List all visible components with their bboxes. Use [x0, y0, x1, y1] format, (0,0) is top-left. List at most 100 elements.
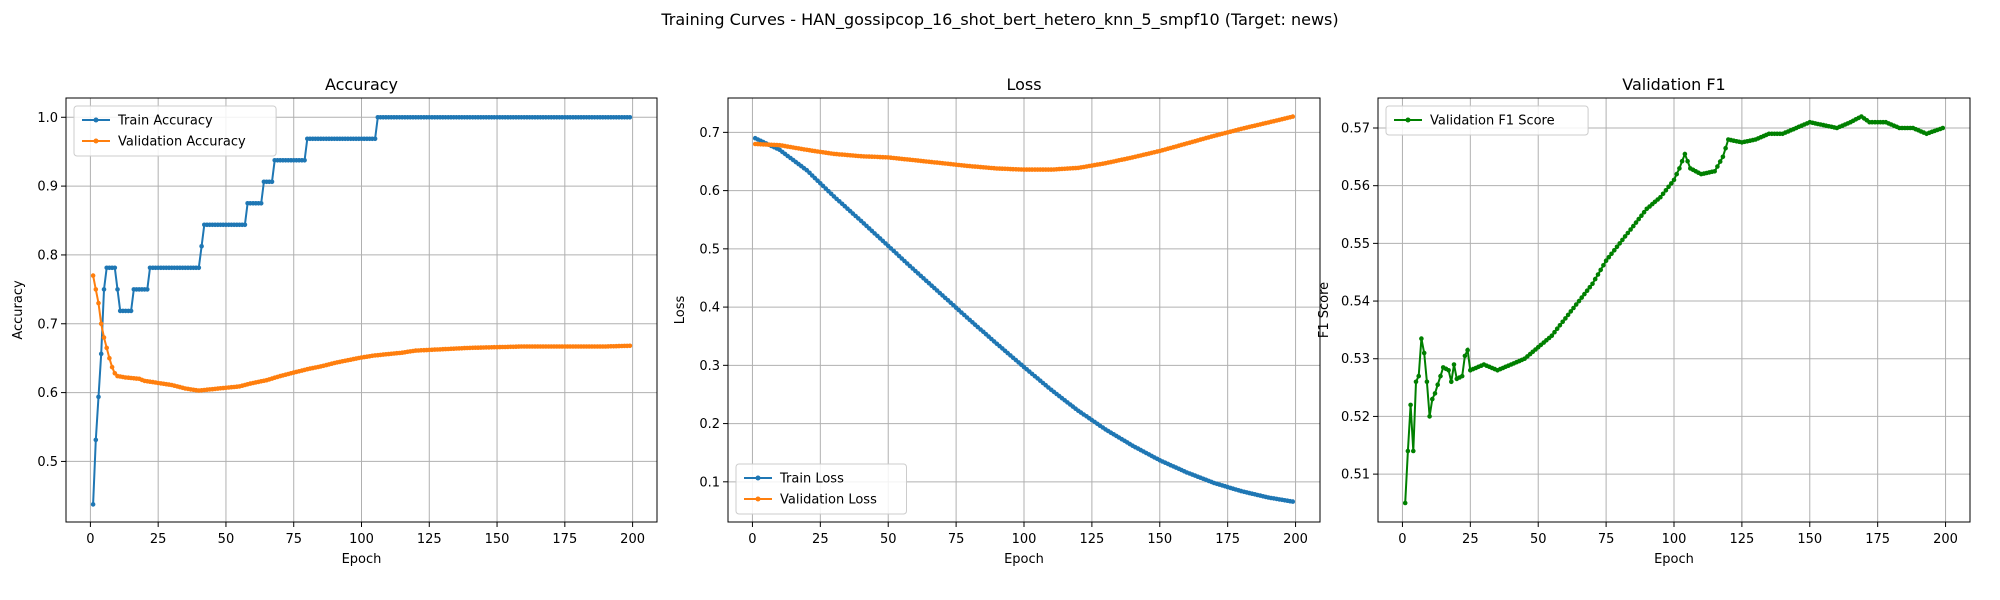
data-point [1411, 448, 1416, 454]
data-point [1631, 223, 1636, 229]
data-point [1601, 263, 1606, 268]
y-tick-label: 0.2 [699, 417, 720, 432]
x-tick-label: 100 [349, 532, 374, 547]
y-tick-label: 0.1 [699, 475, 720, 490]
data-point [1449, 379, 1454, 385]
data-point [1658, 194, 1663, 200]
y-tick-label: 0.53 [1341, 352, 1370, 367]
data-point [96, 394, 101, 400]
y-tick-label: 0.4 [699, 301, 720, 316]
data-point [1573, 302, 1579, 307]
data-point [93, 287, 99, 292]
y-tick-label: 0.5 [699, 242, 720, 257]
data-point [1554, 326, 1560, 332]
legend-box [73, 105, 277, 157]
data-point [1603, 258, 1609, 264]
x-tick-label: 0 [748, 532, 756, 547]
data-point [1451, 362, 1457, 367]
y-tick-label: 0.7 [699, 126, 720, 141]
y-tick-label: 0.56 [1341, 179, 1370, 194]
data-point [1549, 333, 1555, 339]
data-point [1582, 291, 1587, 297]
data-point [1685, 158, 1690, 164]
data-point [1641, 209, 1647, 215]
y-tick-label: 0.55 [1341, 237, 1370, 252]
x-tick-label: 25 [1462, 532, 1479, 547]
legend-marker [755, 475, 761, 481]
data-point [1560, 319, 1565, 325]
y-tick-label: 0.52 [1341, 410, 1370, 425]
data-point [1639, 213, 1644, 218]
data-point [1940, 125, 1946, 131]
subplot-3: 0 25 50 75 100 125 150 175 200 0.51 0.52 0.53 0.54 0.… [1317, 75, 1971, 567]
legend-box [1385, 105, 1589, 136]
x-tick-label: 150 [485, 532, 510, 547]
figure-suptitle: Training Curves - HAN_gossipcop_16_shot_… [660, 10, 1338, 30]
subplots: 0 25 50 75 100 125 150 175 200 0.5 0.6 0.7 0.8 0.9 1.0… [11, 75, 1971, 567]
x-tick-label: 175 [1215, 532, 1240, 547]
data-point [98, 351, 104, 357]
data-point [258, 201, 264, 206]
legend-label: Validation Accuracy [118, 135, 246, 150]
data-point [1671, 177, 1677, 183]
x-tick-label: 0 [1398, 532, 1406, 547]
data-point [1579, 295, 1584, 300]
legend-label: Train Accuracy [117, 114, 213, 129]
legend: Validation F1 Score [1385, 105, 1589, 136]
x-tick-label: 125 [1079, 532, 1104, 547]
data-point [1290, 114, 1296, 119]
data-point [1628, 227, 1633, 232]
x-tick-label: 50 [218, 532, 235, 547]
data-point [1606, 254, 1612, 260]
x-tick-label: 150 [1147, 532, 1172, 547]
data-point [96, 300, 101, 306]
data-point [1682, 151, 1688, 157]
data-point [1462, 353, 1468, 359]
subplot-1: 0 25 50 75 100 125 150 175 200 0.5 0.6 0.7 0.8 0.9 1.0… [11, 75, 658, 567]
data-point [1405, 448, 1411, 454]
data-point [1636, 216, 1641, 222]
legend-label: Validation F1 Score [1430, 114, 1555, 129]
data-point [1660, 191, 1666, 197]
x-tick-label: 175 [552, 532, 577, 547]
data-point [1402, 500, 1408, 506]
data-point [242, 222, 248, 228]
data-point [1427, 414, 1432, 419]
data-point [1674, 171, 1679, 177]
data-point [372, 136, 378, 142]
data-point [115, 287, 120, 292]
data-point [302, 158, 307, 163]
legend-box [735, 463, 907, 515]
data-point [1612, 248, 1617, 253]
data-point [1563, 316, 1568, 321]
data-point [1669, 181, 1674, 186]
data-point [104, 345, 109, 351]
data-point [1424, 379, 1430, 385]
data-point [1592, 276, 1598, 282]
data-point [196, 265, 202, 271]
data-point [1459, 373, 1465, 379]
data-point [1622, 234, 1628, 239]
legend-marker [1405, 117, 1411, 123]
data-point [1598, 267, 1603, 273]
y-tick-label: 0.5 [37, 455, 58, 470]
data-point [128, 308, 134, 314]
data-point [1584, 288, 1590, 294]
subplot-2: 0 25 50 75 100 125 150 175 200 0.1 0.2 0.3 0.4 0.5 0.6… [673, 75, 1321, 567]
data-point [1663, 188, 1669, 193]
data-point [1677, 166, 1682, 171]
data-point [90, 502, 96, 507]
x-tick-label: 75 [1598, 532, 1615, 547]
data-point [112, 265, 118, 271]
x-tick-label: 50 [1530, 532, 1547, 547]
x-tick-label: 25 [812, 532, 829, 547]
y-axis-label: Accuracy [11, 280, 26, 340]
y-tick-label: 0.7 [37, 317, 58, 332]
data-point [1565, 312, 1571, 318]
data-point [1576, 298, 1582, 304]
data-point [1416, 373, 1421, 379]
data-point [90, 273, 96, 278]
y-tick-label: 0.54 [1341, 295, 1370, 310]
data-point [107, 355, 112, 361]
